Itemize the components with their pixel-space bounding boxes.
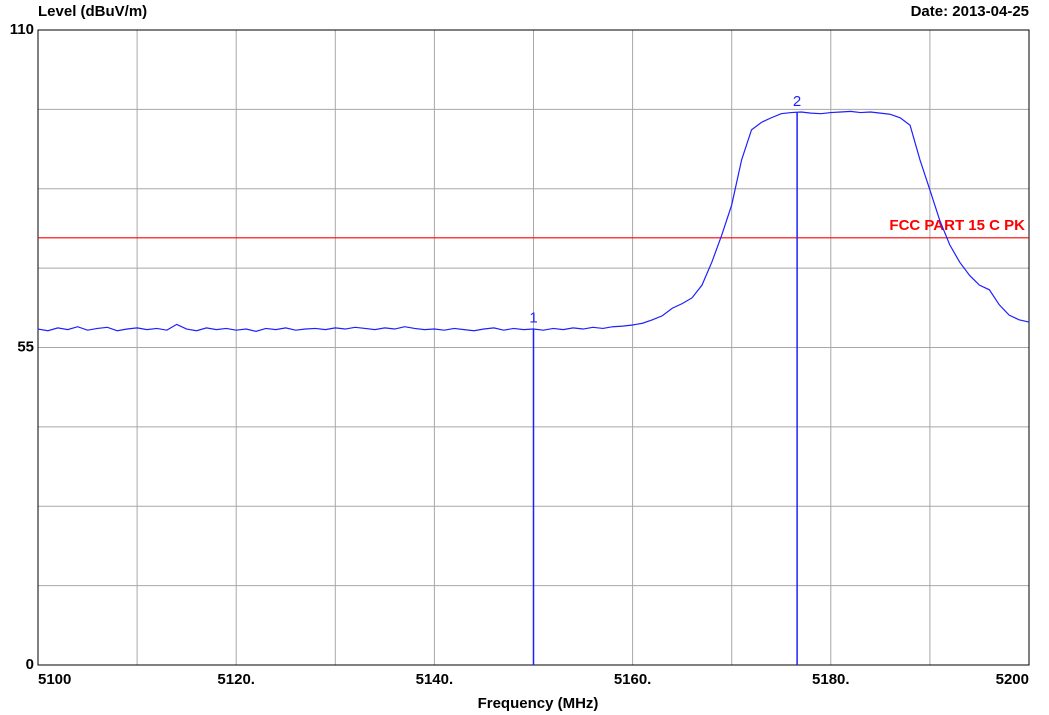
y-tick-label: 110 (10, 21, 34, 38)
date: Date: 2013-04-25 (911, 3, 1029, 20)
x-tick-label: 5120. (217, 671, 255, 688)
x-axis-label: Frequency (MHz) (478, 695, 599, 712)
marker-label: 2 (793, 93, 801, 110)
x-tick-label: 5100 (38, 671, 71, 688)
x-tick-label: 5140. (416, 671, 454, 688)
y-axis-label: Level (dBuV/m) (38, 3, 147, 20)
y-tick-label: 0 (26, 656, 34, 673)
y-tick-label: 55 (17, 338, 34, 355)
x-tick-label: 5180. (812, 671, 850, 688)
x-tick-label: 5200 (996, 671, 1029, 688)
x-tick-label: 5160. (614, 671, 652, 688)
marker-label: 1 (529, 309, 537, 326)
limit-label: FCC PART 15 C PK (889, 217, 1025, 234)
